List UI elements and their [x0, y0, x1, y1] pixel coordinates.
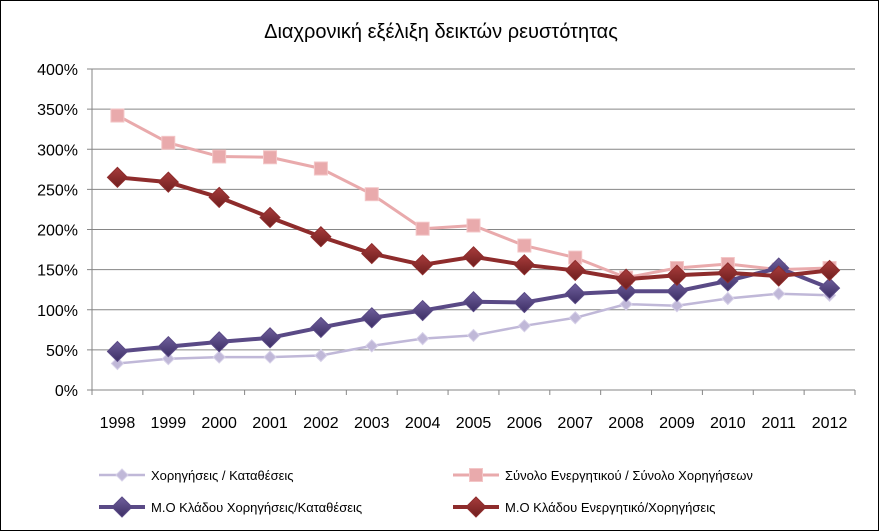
x-tick-label: 2000	[201, 415, 237, 432]
data-point	[619, 297, 633, 311]
data-point	[161, 135, 176, 150]
data-point	[517, 319, 532, 333]
x-tick-label: 2012	[812, 415, 848, 432]
data-point	[670, 299, 684, 313]
data-point	[212, 350, 226, 364]
data-point	[161, 351, 176, 366]
legend-item: Σύνολο Ενεργητικού / Σύνολο Χορηγήσεων	[453, 468, 753, 483]
x-tick-label: 2010	[710, 415, 746, 432]
data-point	[310, 226, 332, 248]
data-point	[513, 291, 536, 314]
legend-label: Χορηγήσεις / Καταθέσεις	[151, 468, 294, 483]
data-point	[411, 299, 434, 322]
data-point	[208, 331, 230, 353]
legend-marker	[469, 468, 483, 482]
data-point	[415, 221, 430, 236]
y-tick-label: 50%	[46, 343, 78, 360]
x-tick-label: 2003	[354, 415, 390, 432]
data-point	[110, 108, 125, 123]
data-point	[721, 291, 735, 306]
data-point	[564, 282, 586, 305]
data-point	[818, 277, 841, 299]
legend-item: Μ.Ο Κλάδου Χορηγήσεις/Καταθέσεις	[99, 496, 362, 518]
legend-label: Σύνολο Ενεργητικού / Σύνολο Χορηγήσεων	[505, 468, 753, 483]
y-tick-label: 100%	[37, 303, 78, 320]
data-point	[157, 335, 180, 358]
x-tick-label: 2011	[761, 415, 796, 432]
x-tick-label: 1999	[151, 415, 187, 432]
data-point	[263, 350, 277, 364]
x-tick-label: 2007	[557, 415, 593, 432]
data-point	[615, 280, 637, 302]
x-tick-label: 2009	[659, 415, 695, 432]
data-point	[415, 331, 430, 346]
data-point	[259, 327, 281, 349]
x-tick-label: 2006	[507, 415, 543, 432]
data-point	[106, 166, 129, 189]
legend-marker	[111, 496, 133, 518]
data-point	[568, 311, 582, 325]
x-tick-label: 2001	[252, 415, 288, 432]
x-tick-label: 2002	[303, 415, 339, 432]
data-point	[361, 242, 383, 265]
y-tick-label: 300%	[37, 142, 78, 159]
data-point	[411, 254, 434, 276]
data-point	[462, 291, 485, 313]
data-point	[310, 316, 332, 339]
x-tick-label: 1998	[100, 415, 136, 432]
legend-marker	[465, 496, 487, 518]
data-point	[259, 206, 281, 229]
data-point	[110, 356, 125, 371]
x-tick-label: 2004	[405, 415, 441, 432]
data-point	[517, 238, 532, 253]
data-point	[365, 339, 379, 353]
data-point	[361, 307, 383, 329]
data-point	[263, 150, 278, 165]
data-point	[106, 340, 129, 363]
data-point	[615, 268, 637, 290]
data-point	[208, 186, 230, 209]
legend-item: Χορηγήσεις / Καταθέσεις	[99, 468, 294, 483]
chart-title: Διαχρονική εξέλιξη δεικτών ρευστότητας	[264, 21, 618, 43]
series-lines	[106, 108, 841, 371]
legend-item: Μ.Ο Κλάδου Ενεργητικό/Χορηγήσεις	[453, 496, 715, 518]
data-point	[767, 265, 790, 287]
y-tick-label: 0%	[55, 383, 78, 400]
data-point	[564, 259, 586, 282]
series-3	[106, 257, 841, 363]
data-point	[466, 328, 481, 343]
legend-label: Μ.Ο Κλάδου Ενεργητικό/Χορηγήσεις	[505, 500, 715, 515]
data-point	[771, 286, 786, 301]
x-tick-label: 2008	[608, 415, 644, 432]
data-point	[666, 280, 688, 302]
data-point	[513, 254, 536, 276]
series-1	[110, 286, 837, 371]
x-tick-label: 2005	[456, 415, 492, 432]
y-tick-label: 250%	[37, 182, 78, 199]
axes: 0% 50% 100% 150% 200% 250% 300% 350% 400% 1998 199…	[37, 62, 856, 432]
data-point	[462, 246, 485, 268]
data-point	[313, 161, 328, 176]
legend-label: Μ.Ο Κλάδου Χορηγήσεις/Καταθέσεις	[151, 500, 362, 515]
data-point	[717, 262, 739, 284]
legend-marker	[115, 468, 129, 482]
data-point	[157, 171, 180, 193]
data-point	[466, 218, 481, 233]
y-tick-label: 400%	[37, 62, 78, 79]
legend: Χορηγήσεις / Καταθέσεις Σύνολο Ενεργητικο…	[99, 468, 753, 518]
data-point	[818, 259, 841, 282]
data-point	[314, 348, 328, 363]
data-point	[212, 149, 227, 164]
series-4	[106, 166, 841, 290]
y-tick-label: 350%	[37, 102, 78, 119]
data-point	[666, 264, 688, 286]
y-tick-label: 200%	[37, 223, 78, 240]
y-tick-label: 150%	[37, 263, 78, 280]
data-point	[364, 187, 379, 202]
